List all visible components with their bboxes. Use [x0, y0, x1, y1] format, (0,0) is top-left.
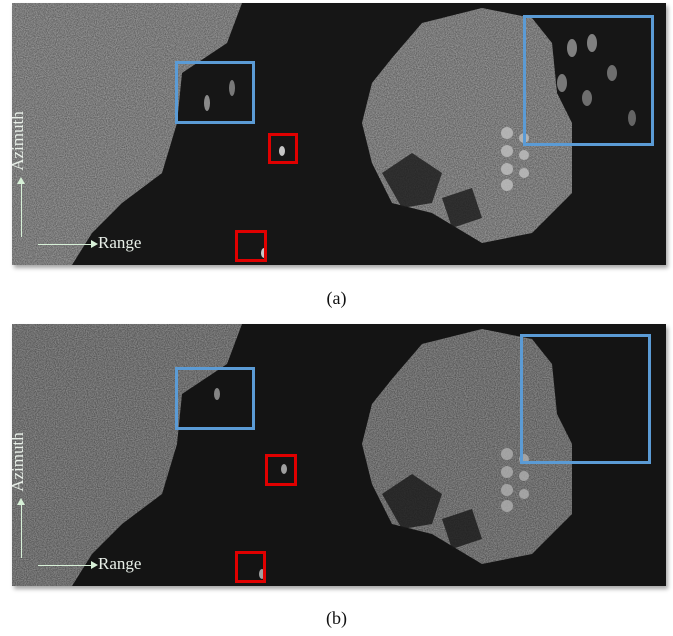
caption-b: (b)	[326, 608, 347, 628]
sar-image-panel-b: Azimuth Range	[12, 324, 666, 586]
blue-highlight-box-right	[523, 15, 654, 146]
azimuth-arrow-icon	[17, 498, 25, 558]
range-label: Range	[98, 233, 142, 252]
caption-a: (a)	[326, 288, 347, 308]
red-highlight-box-upper	[265, 454, 297, 486]
sar-image-panel-a: Azimuth Range	[12, 3, 666, 265]
range-arrow-icon	[38, 561, 98, 569]
red-highlight-box-lower	[235, 230, 267, 262]
azimuth-label: Azimuth	[12, 111, 27, 171]
red-highlight-box-upper	[268, 133, 298, 164]
blue-highlight-box-right	[520, 334, 651, 464]
range-label: Range	[98, 554, 142, 573]
azimuth-arrow-icon	[17, 177, 25, 237]
azimuth-label: Azimuth	[12, 432, 27, 492]
blue-highlight-box-left	[175, 367, 255, 430]
red-highlight-box-lower	[235, 551, 266, 583]
range-arrow-icon	[38, 240, 98, 248]
blue-highlight-box-left	[175, 61, 255, 124]
